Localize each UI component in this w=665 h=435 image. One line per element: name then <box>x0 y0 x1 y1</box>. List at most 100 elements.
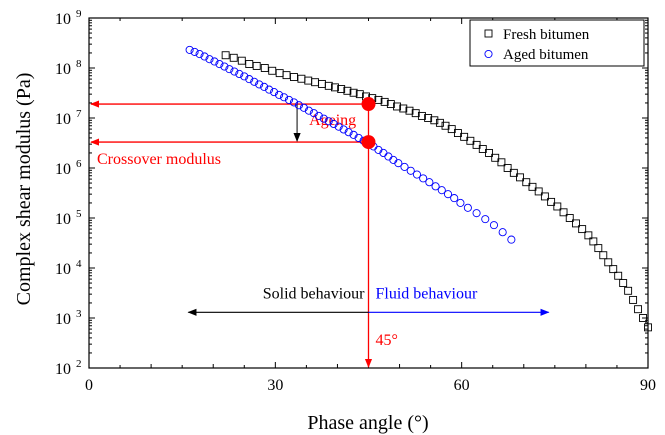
fresh-bitumen-point <box>619 279 628 288</box>
y-tick-label: 10 <box>55 361 71 378</box>
fresh-bitumen-point <box>374 95 383 104</box>
y-tick-exponent: 9 <box>76 8 82 20</box>
crossover-markers <box>361 97 376 150</box>
y-tick-exponent: 5 <box>76 208 82 220</box>
fresh-bitumen-point <box>578 225 587 234</box>
fresh-bitumen-point <box>237 56 246 65</box>
fresh-bitumen-point <box>594 244 603 253</box>
fresh-bitumen-point <box>522 178 531 187</box>
x-tick-label: 0 <box>85 377 93 394</box>
fresh-bitumen-point <box>399 104 408 113</box>
fresh-bitumen-point <box>297 74 306 83</box>
aged-bitumen-point <box>472 209 481 218</box>
aged-bitumen-point <box>294 101 303 110</box>
aged-bitumen-point <box>450 194 459 203</box>
y-tick-exponent: 7 <box>76 108 82 120</box>
y-tick-exponent: 3 <box>76 308 82 320</box>
y-tick-label: 10 <box>55 11 71 28</box>
aged-bitumen-point <box>230 67 239 76</box>
aged-bitumen-point <box>344 128 353 137</box>
y-tick-label: 10 <box>55 311 71 328</box>
fresh-bitumen-point <box>634 305 643 314</box>
aged-bitumen-point <box>384 152 393 161</box>
fresh-bitumen-point <box>252 61 261 70</box>
fresh-bitumen-point <box>229 53 238 62</box>
aged-bitumen-point <box>507 235 516 244</box>
aged-bitumen-point <box>205 55 214 64</box>
aged-bitumen-point <box>250 77 259 86</box>
fresh-bitumen-point <box>509 168 518 177</box>
fresh-bitumen-point <box>393 102 402 111</box>
aged-bitumen-point <box>195 50 204 59</box>
aged-bitumen-point <box>339 125 348 134</box>
fluid-behaviour-label: Fluid behaviour <box>376 285 478 302</box>
fresh-bitumen-point <box>411 109 420 118</box>
aged-bitumen-point <box>245 75 254 84</box>
aged-bitumen-point <box>190 47 199 56</box>
angle-45-label: 45° <box>376 332 398 349</box>
fresh-bitumen-point <box>435 118 444 127</box>
aged-bitumen-point <box>284 95 294 104</box>
fresh-bitumen-point <box>584 231 593 240</box>
aged-bitumen-point <box>309 109 318 118</box>
legend-fresh-marker <box>484 29 493 38</box>
fresh-bitumen-point <box>324 81 333 90</box>
fresh-bitumen-point <box>245 60 254 68</box>
fresh-bitumen-point <box>478 145 487 153</box>
aged-bitumen-point <box>299 103 308 112</box>
aged-bitumen-point <box>225 65 234 74</box>
fresh-bitumen-point <box>572 219 580 228</box>
aged-bitumen-point <box>394 159 403 168</box>
y-tick-exponent: 2 <box>76 358 82 370</box>
fresh-bitumen-point <box>540 192 549 201</box>
fresh-bitumen-point <box>497 158 506 167</box>
fresh-bitumen-point <box>304 76 313 85</box>
fresh-bitumen-point <box>430 116 439 125</box>
legend: Fresh bitumen Aged bitumen <box>469 19 645 67</box>
solid-behaviour-label: Solid behaviour <box>263 285 365 302</box>
aged-bitumen-point <box>498 228 507 237</box>
y-tick-exponent: 4 <box>76 258 82 270</box>
y-tick-label: 10 <box>55 261 71 278</box>
fresh-bitumen-point <box>331 83 339 92</box>
fresh-bitumen-point <box>629 295 638 304</box>
y-tick-label: 10 <box>55 211 71 228</box>
fresh-bitumen-point <box>460 132 469 141</box>
x-tick-label: 30 <box>267 377 283 394</box>
fresh-bitumen-point <box>290 73 298 81</box>
fresh-bitumen-point <box>355 90 364 99</box>
fresh-bitumen-point <box>604 258 613 267</box>
aged-bitumen-point <box>260 82 269 91</box>
aged-bitumen-point <box>431 182 440 191</box>
fresh-bitumen-point <box>609 265 618 274</box>
aged-bitumen-point <box>220 62 229 71</box>
aged-bitumen-point <box>463 203 472 212</box>
x-tick-label: 60 <box>454 377 470 394</box>
aged-bitumen-point <box>406 166 415 175</box>
aged-bitumen-point <box>289 98 299 107</box>
axes: 0 30 60 90 10 2 10 3 10 4 10 5 10 6 10 7 10 8 10 9 <box>55 8 656 394</box>
y-tick-exponent: 8 <box>76 58 82 70</box>
fresh-bitumen-point <box>559 208 568 217</box>
data-points <box>185 45 652 332</box>
fresh-bitumen-point <box>311 78 320 87</box>
fresh-bitumen-point <box>424 114 433 122</box>
x-axis-title: Phase angle (°) <box>307 412 428 434</box>
aged-bitumen-point <box>279 93 289 102</box>
aged-bitumen-point <box>265 85 274 94</box>
aged-bitumen-point <box>240 72 249 81</box>
aged-bitumen-point <box>270 88 279 97</box>
fresh-bitumen-point <box>466 136 475 145</box>
fresh-bitumen-point <box>282 71 291 80</box>
fresh-bitumen-point <box>343 86 352 95</box>
aged-bitumen-point <box>329 119 338 129</box>
y-tick-exponent: 6 <box>76 158 82 170</box>
y-tick-label: 10 <box>55 161 71 178</box>
y-tick-label: 10 <box>55 111 71 128</box>
fresh-bitumen-point <box>337 85 346 93</box>
y-axis-title: Complex shear modulus (Pa) <box>13 73 35 306</box>
fresh-bitumen-point <box>485 148 493 157</box>
aged-bitumen-point <box>319 114 328 123</box>
fresh-bitumen-point <box>599 251 608 260</box>
